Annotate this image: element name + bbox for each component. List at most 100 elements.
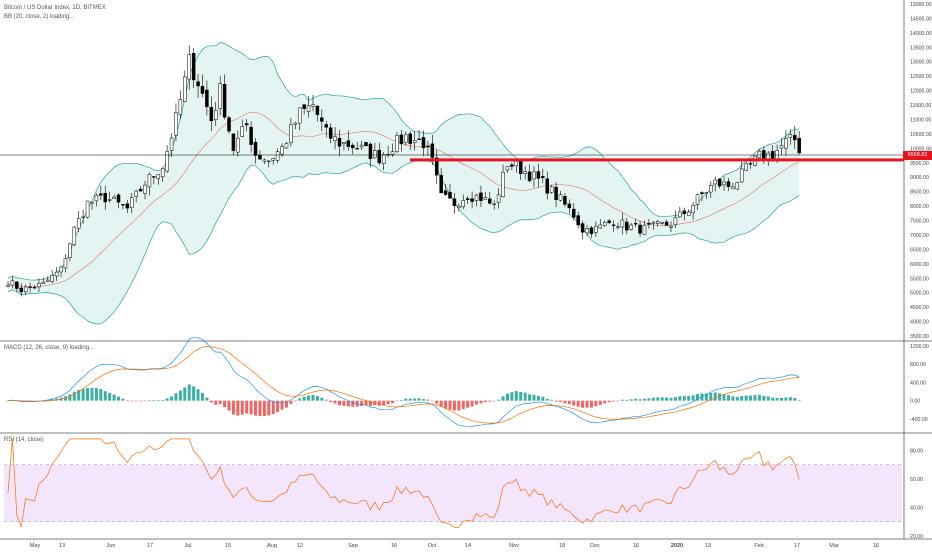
macd-histogram-bar <box>324 399 328 401</box>
candle-body <box>554 186 558 200</box>
macd-histogram-bar <box>302 396 306 401</box>
candle-body <box>107 199 112 201</box>
macd-histogram-bar <box>280 400 284 410</box>
candle-body <box>541 176 545 178</box>
macd-histogram-bar <box>143 400 147 402</box>
macd-histogram-bar <box>444 400 448 409</box>
candle-body <box>452 198 457 207</box>
rsi-pane[interactable] <box>4 438 902 528</box>
price-tick-label: 7000.00 <box>910 233 929 239</box>
price-tick-label: 11500.00 <box>910 103 931 109</box>
candle-body <box>165 151 169 172</box>
macd-histogram-bar <box>408 398 412 401</box>
candle-body <box>549 186 554 193</box>
macd-pane[interactable] <box>6 337 801 427</box>
price-pane[interactable] <box>0 42 904 325</box>
macd-histogram-bar <box>523 392 527 401</box>
macd-histogram-bar <box>581 400 585 408</box>
macd-histogram-bar <box>284 400 288 408</box>
macd-histogram-bar <box>625 399 629 401</box>
macd-histogram-bar <box>753 395 757 401</box>
rsi-tick-label: 80.00 <box>910 448 923 454</box>
candle-body <box>368 143 373 159</box>
macd-histogram-bar <box>735 396 739 401</box>
candle-body <box>474 194 479 201</box>
macd-histogram-bar <box>514 391 518 401</box>
candle-body <box>306 105 311 112</box>
macd-histogram-bar <box>647 398 651 401</box>
macd-histogram-bar <box>192 386 196 401</box>
candle-body <box>770 151 775 160</box>
candle-body <box>373 150 377 159</box>
macd-histogram-bar <box>607 400 611 403</box>
macd-histogram-bar <box>426 399 430 401</box>
macd-tick-label: 400.00 <box>910 380 926 386</box>
time-tick-label: Oct <box>428 543 437 549</box>
time-tick-label: 14 <box>465 543 471 549</box>
macd-histogram-bar <box>554 400 558 402</box>
candle-body <box>470 198 474 202</box>
candle-body <box>748 163 753 165</box>
candle-body <box>461 200 466 208</box>
macd-histogram-bar <box>399 400 403 401</box>
macd-histogram-bar <box>620 399 624 401</box>
candle-body <box>638 224 642 234</box>
macd-histogram-bar <box>231 400 235 415</box>
time-tick-label: 13 <box>59 543 65 549</box>
candle-body <box>439 174 443 194</box>
macd-histogram-bar <box>435 400 439 404</box>
time-tick-label: Aug <box>267 543 277 549</box>
macd-histogram-bar <box>563 400 567 404</box>
candle-body <box>121 204 125 206</box>
candle-body <box>651 221 656 224</box>
macd-histogram-bar <box>360 400 364 406</box>
macd-histogram-bar <box>187 384 191 401</box>
candle-body <box>160 168 165 178</box>
macd-histogram-bar <box>6 400 10 402</box>
candle-body <box>417 138 421 141</box>
macd-histogram-bar <box>678 396 682 401</box>
candle-body <box>673 217 678 226</box>
candle-body <box>152 176 156 178</box>
macd-histogram-bar <box>722 393 726 401</box>
rsi-tick-label: 20.00 <box>910 534 923 540</box>
macd-histogram-bar <box>262 400 266 416</box>
candle-body <box>116 194 121 203</box>
rsi-tick-label: 40.00 <box>910 505 923 511</box>
macd-histogram-bar <box>784 397 788 401</box>
candle-body <box>337 137 342 147</box>
macd-histogram-bar <box>616 400 620 402</box>
macd-histogram-bar <box>718 393 722 401</box>
macd-histogram-bar <box>178 390 182 401</box>
macd-histogram-bar <box>797 400 801 401</box>
candle-body <box>655 221 660 224</box>
time-tick-label: 17 <box>794 543 800 549</box>
candle-body <box>324 124 328 128</box>
candle-body <box>395 135 399 152</box>
candle-body <box>381 154 386 165</box>
macd-histogram-bar <box>532 394 536 401</box>
candle-body <box>633 223 638 225</box>
macd-histogram-bar <box>50 399 54 401</box>
macd-histogram-bar <box>461 400 465 410</box>
macd-histogram-bar <box>214 400 218 405</box>
macd-histogram-bar <box>629 399 633 401</box>
price-tick-label: 15000.00 <box>910 2 932 8</box>
candle-body <box>351 144 355 149</box>
macd-histogram-bar <box>55 398 59 401</box>
macd-histogram-bar <box>108 393 112 401</box>
candle-body <box>660 222 664 224</box>
candle-body <box>625 221 629 231</box>
time-tick-label: May <box>30 543 41 549</box>
macd-histogram-bar <box>488 400 492 402</box>
candle-body <box>222 84 227 118</box>
macd-histogram-bar <box>165 398 169 401</box>
macd-histogram-bar <box>245 400 249 414</box>
candle-body <box>359 144 364 148</box>
macd-histogram-bar <box>466 400 470 408</box>
candle-body <box>209 107 214 121</box>
macd-histogram-bar <box>448 400 452 410</box>
